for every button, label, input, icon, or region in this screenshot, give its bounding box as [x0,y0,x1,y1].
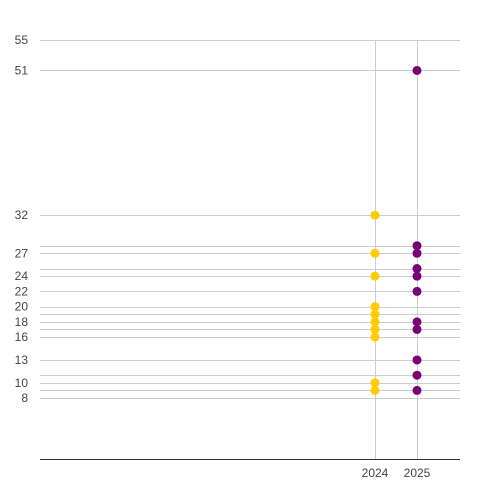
y-tick-label: 32 [15,208,29,222]
y-tick-label: 55 [15,33,29,47]
data-point [370,309,380,319]
y-tick-label: 13 [15,353,29,367]
data-point [370,317,380,327]
data-point [370,248,380,258]
y-tick-label: 8 [21,391,28,405]
data-point [412,241,422,251]
data-point [412,286,422,296]
y-tick-label: 10 [15,376,29,390]
data-point [412,370,422,380]
data-point [370,332,380,342]
data-point [370,271,380,281]
y-tick-label: 20 [15,300,29,314]
data-point [412,324,422,334]
x-axis-tick-labels: 2024 2025 [362,466,431,480]
data-point [412,248,422,258]
data-point [412,317,422,327]
data-point [412,271,422,281]
data-point [412,385,422,395]
data-point [412,355,422,365]
y-tick-label: 51 [15,63,29,77]
y-tick-label: 16 [15,330,29,344]
data-point [370,378,380,388]
data-point [370,385,380,395]
y-tick-label: 24 [15,269,29,283]
data-point [370,210,380,220]
y-tick-label: 27 [15,246,29,260]
gridlines [40,40,460,459]
data-point [370,324,380,334]
data-point [370,302,380,312]
data-points [370,65,422,395]
x-tick-label: 2024 [362,466,389,480]
x-tick-label: 2025 [404,466,431,480]
y-tick-label: 18 [15,315,29,329]
y-tick-label: 22 [15,284,29,298]
data-point [412,65,422,75]
data-point [412,264,422,274]
